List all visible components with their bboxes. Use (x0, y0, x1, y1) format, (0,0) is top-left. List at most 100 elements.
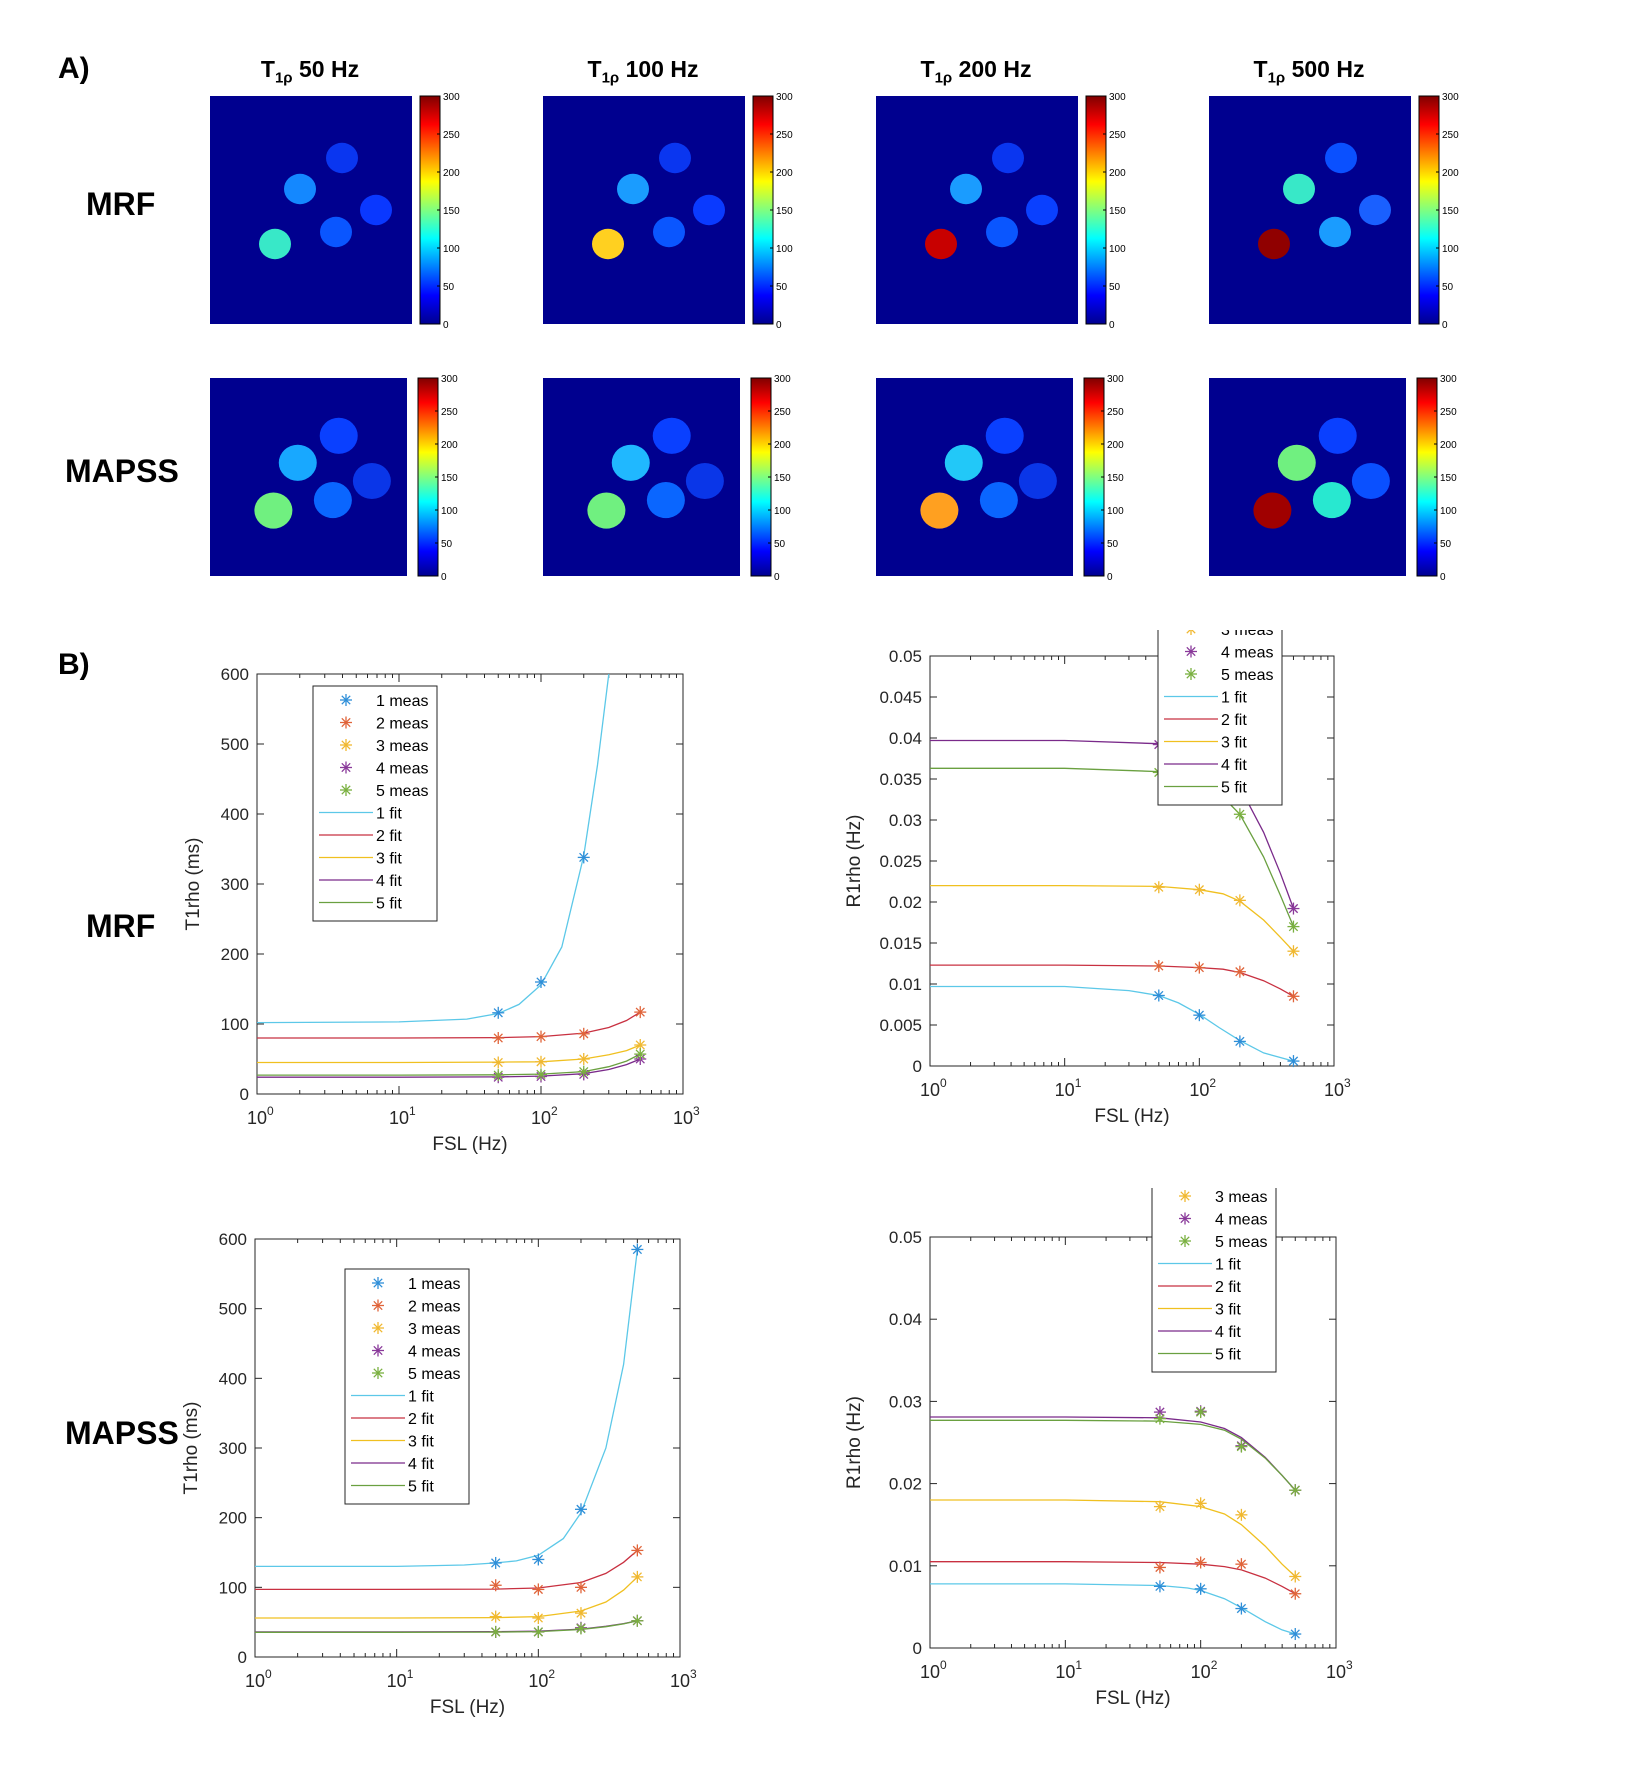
vial-mapss-0-0 (254, 492, 293, 529)
mapss_r1rho-point-2-3 (1289, 1587, 1302, 1600)
mrf_r1rho-point-2-3 (1287, 990, 1300, 1003)
mapss_t1rho-legend-label-6: 1 fit (408, 1389, 434, 1406)
mrf_t1rho-legend-label-6: 1 fit (376, 806, 402, 823)
vial-mrf-2-2 (986, 216, 1018, 248)
vial-mapss-2-1 (944, 444, 983, 481)
mrf_r1rho-point-3-0 (1152, 881, 1165, 894)
mapss_t1rho-fit-line-5 (255, 1620, 638, 1633)
colorbar-tick-label-mapss-3-2: 200 (1440, 440, 1457, 451)
mapss_t1rho-y-tick-label: 0 (238, 1648, 247, 1667)
mrf_r1rho-legend-marker-3 (1186, 630, 1196, 635)
mrf_t1rho-point-1-0 (492, 1006, 505, 1019)
mrf_t1rho-legend-label-4: 4 meas (376, 761, 428, 778)
vial-mrf-2-4 (1026, 194, 1058, 226)
mrf_r1rho-point-3-3 (1287, 945, 1300, 958)
mrf_t1rho-point-5-3 (634, 1048, 647, 1061)
mrf_t1rho-point-3-3 (634, 1039, 647, 1051)
mapss_t1rho-point-1-1 (532, 1553, 545, 1566)
mrf_t1rho-legend-label-3: 3 meas (376, 738, 428, 755)
mrf_r1rho-point-3-2 (1233, 894, 1246, 907)
mapss_r1rho-legend-marker-5 (1179, 1235, 1191, 1247)
t1rho-maps: 300 250 200 150 100 50 0 300 250 200 150 100 50 0 300 2… (210, 92, 1459, 583)
mrf_r1rho-point-4-3 (1287, 902, 1300, 915)
vial-mapss-1-3 (652, 417, 691, 454)
mapss_t1rho-x-tick-label: 103 (670, 1667, 697, 1691)
mapss_t1rho-legend-marker-3 (372, 1322, 384, 1334)
mapss_r1rho-x-tick-label: 100 (920, 1658, 947, 1682)
mapss_r1rho-legend-marker-4 (1179, 1212, 1191, 1225)
panel-label-b: B) (58, 648, 90, 681)
mapss_r1rho-fit-line-2 (930, 1561, 1296, 1595)
mrf_t1rho-y-tick-label: 500 (221, 735, 249, 754)
mapss_t1rho-x-tick-label: 101 (387, 1667, 414, 1691)
mrf_r1rho-y-tick-label: 0 (913, 1057, 922, 1076)
mapss_t1rho-legend-label-2: 2 meas (408, 1299, 460, 1316)
mapss_t1rho-point-2-3 (631, 1544, 644, 1557)
colorbar-tick-label-mrf-1-0: 300 (776, 92, 793, 103)
mrf_t1rho-legend-marker-2 (340, 716, 352, 729)
mrf_t1rho-y-tick-label: 200 (221, 945, 249, 964)
mrf_r1rho-point-3-1 (1193, 883, 1206, 896)
colorbar-tick-label-mrf-0-4: 100 (443, 244, 460, 255)
mapss_r1rho-fit-line-3 (930, 1499, 1296, 1577)
colorbar-tick-label-mrf-0-2: 200 (443, 168, 460, 179)
colorbar-tick-label-mapss-3-0: 300 (1440, 374, 1457, 385)
colorbar-tick-label-mapss-0-2: 200 (441, 440, 458, 451)
mapss_r1rho-point-2-1 (1194, 1556, 1207, 1569)
vial-mrf-1-3 (659, 142, 691, 174)
mapss_t1rho-point-3-1 (532, 1611, 545, 1624)
mrf_r1rho-point-5-3 (1287, 920, 1300, 933)
mapss_r1rho-fit-line-1 (930, 1583, 1296, 1635)
mrf_t1rho-legend-marker-3 (340, 739, 352, 751)
vial-mapss-0-3 (319, 417, 358, 454)
mapss_t1rho-legend-label-3: 3 meas (408, 1321, 460, 1338)
mrf_t1rho-x-tick-label: 102 (531, 1104, 558, 1128)
colorbar-tick-label-mapss-2-4: 100 (1107, 506, 1124, 517)
mrf_r1rho-legend-label-8: 3 fit (1221, 735, 1247, 752)
mrf_t1rho-legend-label-8: 3 fit (376, 851, 402, 868)
mapss_r1rho-x-tick-label: 102 (1191, 1658, 1218, 1682)
mapss_r1rho-point-2-2 (1235, 1558, 1248, 1571)
mrf_r1rho-point-2-2 (1233, 965, 1246, 978)
vial-mapss-0-2 (313, 482, 352, 519)
mrf_r1rho-x-tick-label: 103 (1324, 1076, 1351, 1100)
mrf_r1rho-y-tick-label: 0.035 (879, 770, 922, 789)
mapss_t1rho-legend-marker-5 (372, 1367, 384, 1379)
mapss_t1rho-legend-marker-2 (372, 1299, 384, 1312)
mapss_t1rho-fit-line-3 (255, 1576, 638, 1619)
mrf_r1rho-y-axis-label: R1rho (Hz) (844, 815, 865, 908)
mrf_t1rho-legend-marker-1 (340, 694, 352, 706)
mapss_t1rho-y-tick-label: 400 (219, 1369, 247, 1388)
mrf_t1rho-legend-marker-5 (340, 784, 352, 796)
colorbar-tick-label-mrf-1-3: 150 (776, 206, 793, 217)
mapss_r1rho-point-1-2 (1235, 1602, 1248, 1615)
mapss_t1rho-point-3-2 (574, 1607, 587, 1620)
mrf_t1rho-fit-line-3 (257, 1044, 641, 1064)
mrf_t1rho-fit-line-5 (257, 1053, 641, 1076)
mapss_r1rho-legend-label-9: 4 fit (1215, 1324, 1241, 1341)
map-title-50hz: T1ρ 50 Hz (260, 56, 360, 87)
mapss_t1rho-y-tick-label: 100 (219, 1578, 247, 1597)
mrf_r1rho-point-5-2 (1233, 808, 1246, 821)
colorbar-tick-label-mrf-0-1: 250 (443, 130, 460, 141)
mrf_t1rho-legend-label-5: 5 meas (376, 783, 428, 800)
colorbar-tick-label-mrf-1-5: 50 (776, 282, 788, 293)
vial-mapss-1-0 (587, 492, 626, 529)
mapss_r1rho-y-axis-label: R1rho (Hz) (844, 1396, 865, 1489)
vial-mapss-0-4 (352, 462, 391, 500)
mrf_t1rho-legend-label-2: 2 meas (376, 716, 428, 733)
colorbar-tick-label-mrf-1-4: 100 (776, 244, 793, 255)
vial-mapss-2-0 (920, 492, 959, 529)
mrf_r1rho-point-1-1 (1193, 1009, 1206, 1022)
mapss_t1rho-y-tick-label: 200 (219, 1509, 247, 1528)
mrf_t1rho-fit-line-2 (257, 1011, 641, 1039)
row-label-mapss-plots: MAPSS (65, 1415, 179, 1451)
colorbar-tick-label-mapss-3-1: 250 (1440, 407, 1457, 418)
vial-mrf-2-1 (950, 173, 982, 205)
mrf_r1rho-legend-label-3: 3 meas (1221, 630, 1273, 639)
mrf_t1rho-y-tick-label: 400 (221, 805, 249, 824)
vial-mrf-0-2 (320, 216, 352, 248)
colorbar-tick-label-mrf-2-5: 50 (1109, 282, 1121, 293)
vial-mapss-2-2 (979, 482, 1018, 519)
